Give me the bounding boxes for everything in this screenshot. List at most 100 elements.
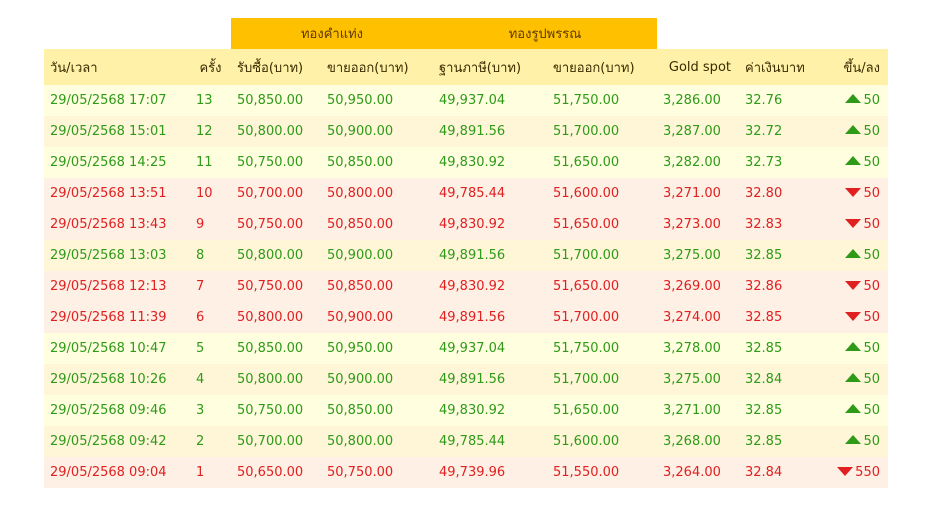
change-value: 50 bbox=[863, 186, 880, 201]
cell-ornament-sell: 51,700.00 bbox=[547, 240, 657, 271]
change-value: 50 bbox=[863, 310, 880, 325]
gold-price-table: ทองคำแท่ง ทองรูปพรรณ วัน/เวลา ครั้ง รับซ… bbox=[44, 18, 888, 488]
column-header-change: ขึ้น/ลง bbox=[826, 49, 888, 85]
table-row: 29/05/2568 13:51 10 50,700.00 50,800.00 49,7… bbox=[44, 178, 888, 209]
cell-change: 50 bbox=[826, 395, 888, 426]
cell-bar-buy: 50,750.00 bbox=[231, 147, 321, 178]
change-value: 50 bbox=[863, 93, 880, 108]
cell-bar-sell: 50,850.00 bbox=[321, 271, 433, 302]
cell-bar-buy: 50,800.00 bbox=[231, 364, 321, 395]
cell-datetime: 29/05/2568 09:42 bbox=[44, 426, 190, 457]
cell-ornament-base: 49,830.92 bbox=[433, 271, 547, 302]
cell-datetime: 29/05/2568 10:26 bbox=[44, 364, 190, 395]
cell-thb: 32.83 bbox=[739, 209, 826, 240]
cell-round: 6 bbox=[190, 302, 231, 333]
triangle-down-icon bbox=[845, 219, 862, 228]
cell-gold-spot: 3,282.00 bbox=[657, 147, 739, 178]
cell-datetime: 29/05/2568 15:01 bbox=[44, 116, 190, 147]
cell-ornament-sell: 51,750.00 bbox=[547, 85, 657, 116]
column-header-round: ครั้ง bbox=[190, 49, 231, 85]
cell-change: 50 bbox=[826, 116, 888, 147]
group-header-spacer bbox=[657, 18, 888, 49]
cell-thb: 32.85 bbox=[739, 333, 826, 364]
table-row: 29/05/2568 17:07 13 50,850.00 50,950.00 49,9… bbox=[44, 85, 888, 116]
cell-change: 50 bbox=[826, 271, 888, 302]
triangle-up-icon bbox=[845, 94, 862, 103]
cell-bar-buy: 50,850.00 bbox=[231, 333, 321, 364]
triangle-up-icon bbox=[845, 435, 862, 444]
cell-thb: 32.85 bbox=[739, 395, 826, 426]
cell-datetime: 29/05/2568 13:51 bbox=[44, 178, 190, 209]
cell-change: 550 bbox=[826, 457, 888, 488]
group-header-gold-bar: ทองคำแท่ง bbox=[231, 18, 433, 49]
cell-thb: 32.85 bbox=[739, 426, 826, 457]
triangle-down-icon bbox=[845, 188, 862, 197]
cell-gold-spot: 3,273.00 bbox=[657, 209, 739, 240]
cell-thb: 32.73 bbox=[739, 147, 826, 178]
cell-datetime: 29/05/2568 11:39 bbox=[44, 302, 190, 333]
cell-round: 12 bbox=[190, 116, 231, 147]
cell-thb: 32.76 bbox=[739, 85, 826, 116]
cell-gold-spot: 3,271.00 bbox=[657, 178, 739, 209]
cell-datetime: 29/05/2568 17:07 bbox=[44, 85, 190, 116]
cell-bar-sell: 50,800.00 bbox=[321, 178, 433, 209]
column-header-thb: ค่าเงินบาท bbox=[739, 49, 826, 85]
cell-bar-buy: 50,850.00 bbox=[231, 85, 321, 116]
cell-ornament-sell: 51,600.00 bbox=[547, 178, 657, 209]
cell-ornament-sell: 51,750.00 bbox=[547, 333, 657, 364]
cell-bar-sell: 50,900.00 bbox=[321, 240, 433, 271]
cell-thb: 32.85 bbox=[739, 302, 826, 333]
cell-round: 8 bbox=[190, 240, 231, 271]
cell-gold-spot: 3,274.00 bbox=[657, 302, 739, 333]
cell-change: 50 bbox=[826, 364, 888, 395]
cell-ornament-base: 49,891.56 bbox=[433, 240, 547, 271]
cell-ornament-sell: 51,650.00 bbox=[547, 395, 657, 426]
column-header-bar-buy: รับซื้อ(บาท) bbox=[231, 49, 321, 85]
cell-ornament-sell: 51,650.00 bbox=[547, 147, 657, 178]
cell-bar-sell: 50,950.00 bbox=[321, 85, 433, 116]
cell-bar-sell: 50,850.00 bbox=[321, 209, 433, 240]
change-value: 50 bbox=[863, 341, 880, 356]
cell-bar-sell: 50,900.00 bbox=[321, 116, 433, 147]
column-header-ornament-sell: ขายออก(บาท) bbox=[547, 49, 657, 85]
table-row: 29/05/2568 12:13 7 50,750.00 50,850.00 49,83… bbox=[44, 271, 888, 302]
change-value: 50 bbox=[863, 248, 880, 263]
cell-round: 4 bbox=[190, 364, 231, 395]
cell-bar-sell: 50,850.00 bbox=[321, 395, 433, 426]
cell-round: 5 bbox=[190, 333, 231, 364]
cell-round: 10 bbox=[190, 178, 231, 209]
cell-thb: 32.85 bbox=[739, 240, 826, 271]
table-row: 29/05/2568 10:26 4 50,800.00 50,900.00 49,89… bbox=[44, 364, 888, 395]
cell-round: 3 bbox=[190, 395, 231, 426]
cell-change: 50 bbox=[826, 147, 888, 178]
triangle-down-icon bbox=[845, 281, 862, 290]
cell-gold-spot: 3,271.00 bbox=[657, 395, 739, 426]
column-header-datetime: วัน/เวลา bbox=[44, 49, 190, 85]
cell-ornament-sell: 51,700.00 bbox=[547, 302, 657, 333]
cell-datetime: 29/05/2568 13:03 bbox=[44, 240, 190, 271]
column-header-bar-sell: ขายออก(บาท) bbox=[321, 49, 433, 85]
table-row: 29/05/2568 09:04 1 50,650.00 50,750.00 49,73… bbox=[44, 457, 888, 488]
cell-bar-buy: 50,800.00 bbox=[231, 116, 321, 147]
cell-bar-buy: 50,700.00 bbox=[231, 426, 321, 457]
cell-change: 50 bbox=[826, 426, 888, 457]
change-value: 50 bbox=[863, 434, 880, 449]
cell-bar-sell: 50,850.00 bbox=[321, 147, 433, 178]
gold-price-history: ทองคำแท่ง ทองรูปพรรณ วัน/เวลา ครั้ง รับซ… bbox=[44, 18, 888, 488]
cell-ornament-base: 49,891.56 bbox=[433, 302, 547, 333]
cell-change: 50 bbox=[826, 333, 888, 364]
column-header-row: วัน/เวลา ครั้ง รับซื้อ(บาท) ขายออก(บาท) … bbox=[44, 49, 888, 85]
cell-gold-spot: 3,278.00 bbox=[657, 333, 739, 364]
cell-ornament-sell: 51,700.00 bbox=[547, 364, 657, 395]
triangle-up-icon bbox=[845, 156, 862, 165]
cell-ornament-base: 49,785.44 bbox=[433, 178, 547, 209]
table-row: 29/05/2568 13:43 9 50,750.00 50,850.00 49,83… bbox=[44, 209, 888, 240]
cell-bar-buy: 50,800.00 bbox=[231, 240, 321, 271]
cell-thb: 32.84 bbox=[739, 364, 826, 395]
triangle-up-icon bbox=[845, 249, 862, 258]
cell-bar-sell: 50,800.00 bbox=[321, 426, 433, 457]
cell-thb: 32.72 bbox=[739, 116, 826, 147]
cell-ornament-base: 49,891.56 bbox=[433, 116, 547, 147]
column-header-gold-spot: Gold spot bbox=[657, 49, 739, 85]
cell-thb: 32.84 bbox=[739, 457, 826, 488]
